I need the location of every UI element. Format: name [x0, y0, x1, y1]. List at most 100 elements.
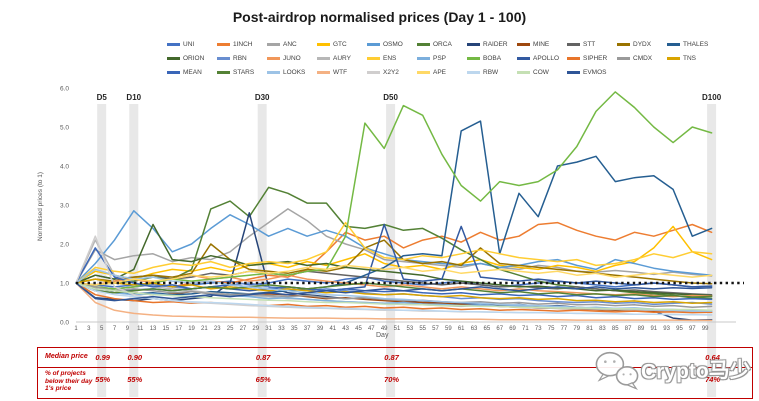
x-tick-21: 21: [201, 326, 208, 332]
table-value-row1-D30: 0.87: [255, 352, 271, 362]
x-tick-65: 65: [484, 326, 491, 332]
legend-label: RBW: [483, 68, 499, 76]
x-tick-25: 25: [227, 326, 234, 332]
x-tick-31: 31: [265, 326, 272, 332]
x-tick-53: 53: [406, 326, 413, 332]
legend-item-BOBA: BOBA: [467, 55, 517, 62]
table-value-row1-D50: 0.87: [384, 352, 399, 362]
milestone-label-D30: D30: [255, 93, 270, 102]
x-tick-75: 75: [548, 326, 555, 332]
legend-label: RAIDER: [483, 40, 508, 48]
series-line-COW: [75, 282, 713, 312]
legend-swatch-SIPHER: [567, 56, 580, 60]
legend-item-PSP: PSP: [417, 55, 467, 62]
x-tick-55: 55: [419, 326, 426, 332]
series-line-WTF: [75, 282, 713, 322]
x-tick-83: 83: [599, 326, 606, 332]
x-tick-59: 59: [445, 326, 452, 332]
x-tick-71: 71: [522, 326, 529, 332]
legend-row: UNI 1INCH ANC GTC OSMO ORCA RAIDER MINE STT DYDX T…: [167, 37, 717, 51]
legend-item-LOOKS: LOOKS: [267, 69, 317, 76]
legend-swatch-STARS: [217, 70, 230, 74]
x-tick-97: 97: [689, 326, 696, 332]
x-tick-11: 11: [137, 326, 144, 332]
legend-label: 1INCH: [233, 40, 253, 48]
legend-swatch-LOOKS: [267, 70, 280, 74]
x-tick-13: 13: [150, 326, 157, 332]
x-tick-23: 23: [214, 326, 221, 332]
legend-item-EVMOS: EVMOS: [567, 69, 617, 76]
legend-label: GTC: [333, 40, 347, 48]
series-line-SIPHER: [75, 282, 713, 314]
legend-label: OSMO: [383, 40, 403, 48]
x-tick-69: 69: [509, 326, 516, 332]
legend-item-STT: STT: [567, 41, 617, 48]
x-tick-73: 73: [535, 326, 542, 332]
series-line-1INCH: [75, 221, 713, 290]
x-tick-95: 95: [676, 326, 683, 332]
legend-item-JUNO: JUNO: [267, 55, 317, 62]
legend-item-CMDX: CMDX: [617, 55, 667, 62]
x-tick-51: 51: [394, 326, 401, 332]
series-line-TNS: [75, 278, 713, 305]
milestone-label-D10: D10: [126, 93, 141, 102]
y-tick-6.0: 6.0: [60, 86, 69, 93]
x-tick-47: 47: [368, 326, 375, 332]
legend-label: APE: [433, 68, 447, 76]
series-line-ANC: [75, 208, 713, 284]
legend-label: COW: [533, 68, 549, 76]
legend-swatch-THALES: [667, 42, 680, 46]
legend-swatch-MEAN: [167, 70, 180, 74]
series-line-GTC: [75, 225, 713, 284]
x-tick-61: 61: [458, 326, 465, 332]
legend-swatch-STT: [567, 42, 580, 46]
legend-swatch-X2Y2: [367, 70, 380, 74]
x-axis-label: Day: [376, 332, 389, 339]
legend-item-TNS: TNS: [667, 55, 717, 62]
legend-swatch-BOBA: [467, 56, 480, 60]
legend-swatch-RBN: [217, 56, 230, 60]
series-line-CMDX: [75, 282, 713, 308]
watermark-text: Crypto马少: [640, 358, 751, 384]
y-tick-2.0: 2.0: [60, 242, 69, 249]
milestone-label-D50: D50: [383, 93, 398, 102]
chart-legend: UNI 1INCH ANC GTC OSMO ORCA RAIDER MINE STT DYDX T…: [167, 37, 717, 79]
legend-item-DYDX: DYDX: [617, 41, 667, 48]
x-tick-91: 91: [650, 326, 657, 332]
legend-label: EVMOS: [583, 68, 607, 76]
legend-label: ANC: [283, 40, 297, 48]
legend-swatch-AURY: [317, 56, 330, 60]
series-line-APE: [75, 264, 713, 286]
legend-item-MEAN: MEAN: [167, 69, 217, 76]
legend-swatch-DYDX: [617, 42, 630, 46]
series-line-THALES: [75, 120, 713, 296]
series-line-ENS: [75, 221, 713, 284]
legend-swatch-PSP: [417, 56, 430, 60]
legend-item-MINE: MINE: [517, 41, 567, 48]
table-value-row2-D100: 74%: [705, 375, 721, 384]
legend-item-RBN: RBN: [217, 55, 267, 62]
table-value-row2-D10: 55%: [127, 375, 143, 384]
y-tick-4.0: 4.0: [60, 164, 69, 171]
x-tick-87: 87: [625, 326, 632, 332]
legend-label: LOOKS: [283, 68, 306, 76]
table-value-row2-D50: 70%: [384, 375, 400, 384]
y-tick-0.0: 0.0: [60, 320, 69, 327]
legend-label: MEAN: [183, 68, 202, 76]
y-axis-label: Normalised prices (to 1): [37, 172, 44, 242]
legend-label: PSP: [433, 54, 447, 62]
milestone-label-D5: D5: [97, 93, 108, 102]
x-tick-19: 19: [188, 326, 195, 332]
legend-swatch-APOLLO: [517, 56, 530, 60]
y-tick-3.0: 3.0: [60, 203, 69, 210]
legend-label: DYDX: [633, 40, 652, 48]
legend-label: ORION: [183, 54, 205, 62]
x-tick-3: 3: [87, 326, 91, 332]
series-line-MEAN: [75, 247, 713, 301]
x-tick-89: 89: [638, 326, 645, 332]
series-line-STARS: [75, 282, 713, 298]
legend-label: AURY: [333, 54, 351, 62]
table-row-label-median-price: Median price: [45, 353, 88, 360]
legend-swatch-OSMO: [367, 42, 380, 46]
y-tick-1.0: 1.0: [60, 281, 69, 288]
